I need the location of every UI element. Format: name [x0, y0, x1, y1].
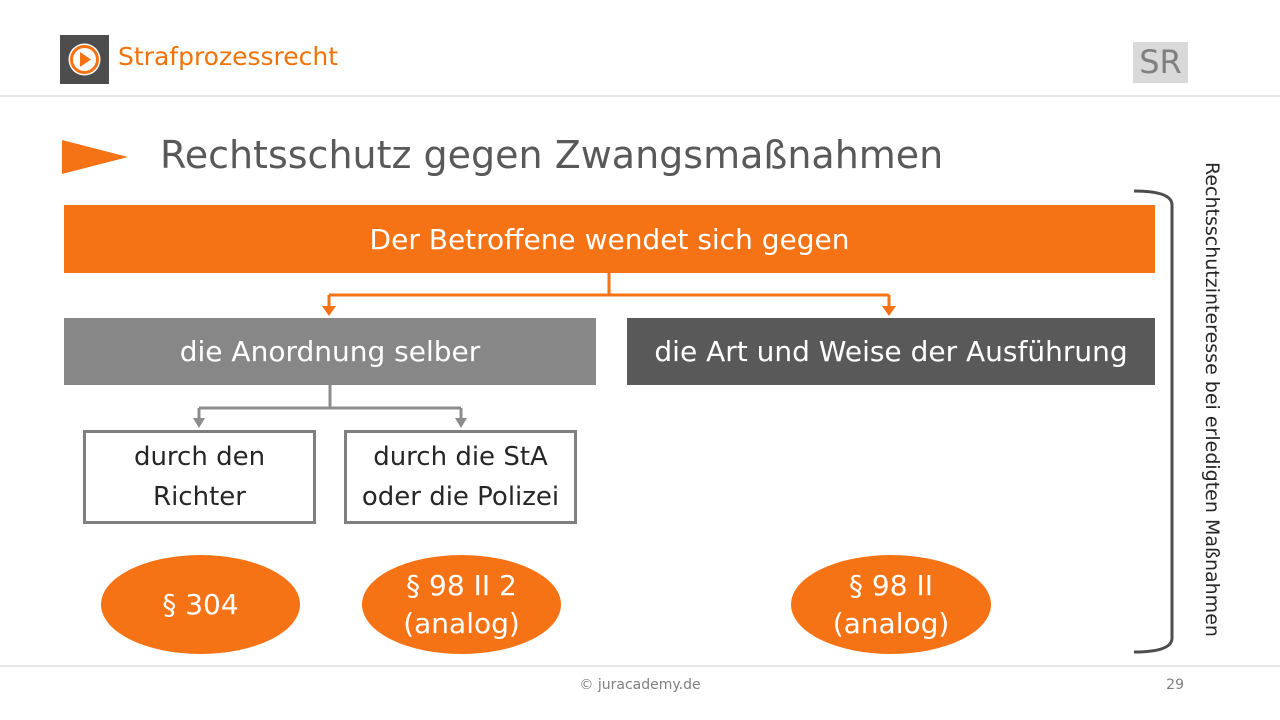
sub-box-line: oder die Polizei [361, 482, 560, 512]
provision-line: § 98 II [849, 568, 933, 602]
sub-box-judge: durch den Richter [83, 430, 316, 524]
course-title: Strafprozessrecht [118, 42, 339, 71]
footer-divider [0, 665, 1280, 667]
sub-box-line: Richter [153, 482, 246, 512]
provision-ellipse: § 304 [101, 555, 300, 654]
side-label: Rechtsschutzinteresse bei erledigten Maß… [1201, 162, 1223, 637]
provision-line: (analog) [403, 606, 520, 640]
page-number: 29 [1166, 677, 1184, 693]
right-branch-box: die Art und Weise der Ausführung [627, 318, 1155, 385]
provision-line: § 304 [162, 587, 239, 621]
logo [60, 35, 109, 84]
copyright: © juracademy.de [579, 677, 701, 693]
sub-box-prosecution: durch die StA oder die Polizei [344, 430, 577, 524]
left-branch-box: die Anordnung selber [64, 318, 596, 385]
slide-title: Rechtsschutz gegen Zwangsmaßnahmen [160, 133, 944, 177]
title-arrow-icon [62, 140, 128, 174]
provision-line: § 98 II 2 [406, 568, 517, 602]
header-divider [0, 95, 1280, 97]
provision-line: (analog) [832, 606, 950, 640]
sub-box-line: durch den [133, 442, 266, 472]
section-badge: SR [1133, 42, 1188, 83]
provision-ellipse: § 98 II (analog) [791, 555, 991, 654]
provision-ellipse: § 98 II 2 (analog) [362, 555, 561, 654]
play-circle-icon [68, 43, 101, 76]
sub-box-line: durch die StA [373, 442, 548, 472]
top-box: Der Betroffene wendet sich gegen [64, 205, 1155, 273]
